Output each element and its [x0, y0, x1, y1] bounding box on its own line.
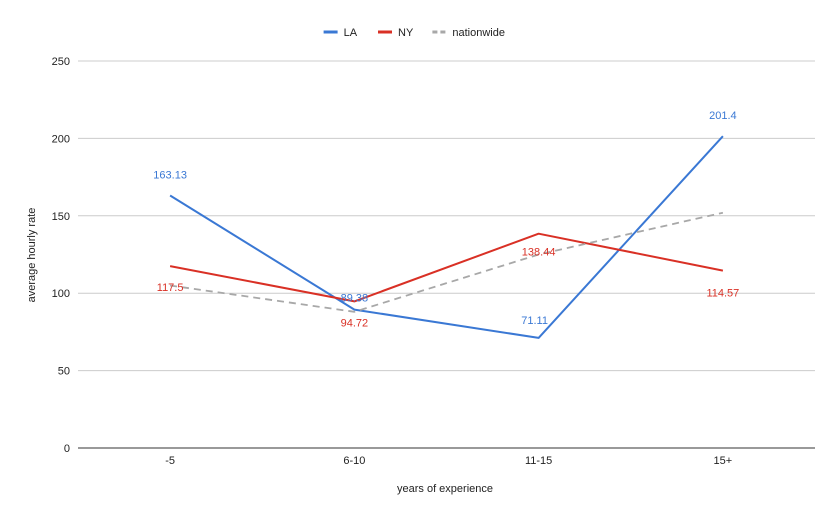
data-label-la: 89.38: [341, 293, 369, 305]
y-tick-label: 150: [52, 211, 70, 223]
data-label-ny: 138.44: [522, 247, 556, 259]
x-axis-label: years of experience: [397, 483, 493, 495]
x-tick-label: 15+: [714, 455, 733, 467]
series-lines: [169, 135, 724, 339]
x-tick-label: 6-10: [343, 455, 365, 467]
y-tick-label: 0: [64, 443, 70, 455]
legend-label: LA: [344, 27, 358, 39]
legend-item-ny: NY: [378, 27, 414, 39]
y-tick-label: 100: [52, 288, 70, 300]
y-axis-ticks: 0 50 100 150 200 250: [52, 56, 70, 455]
data-label-ny: 114.57: [706, 288, 739, 300]
x-axis-ticks: -5 6-10 11-15 15+: [165, 455, 732, 467]
series-line-la: [169, 135, 724, 339]
legend-label: nationwide: [452, 27, 505, 39]
legend-item-nationwide: nationwide: [432, 27, 505, 39]
y-axis-label: average hourly rate: [26, 208, 38, 303]
legend-label: NY: [398, 27, 414, 39]
x-tick-label: 11-15: [525, 455, 552, 467]
legend-item-la: LA: [323, 27, 358, 39]
series-line-ny: [169, 232, 724, 303]
data-label-la: 201.4: [709, 110, 737, 122]
data-label-ny: 117.5: [157, 282, 184, 294]
data-label-la: 71.11: [521, 315, 548, 327]
legend: LA NY nationwide: [323, 27, 505, 39]
y-tick-label: 50: [58, 366, 70, 378]
data-label-ny: 94.72: [341, 317, 369, 329]
data-labels: 163.13 89.38 71.11 201.4 117.5 94.72 138.44 114…: [153, 110, 739, 329]
x-tick-label: -5: [165, 455, 175, 467]
y-tick-label: 250: [52, 56, 70, 68]
series-line-nationwide: [169, 211, 724, 313]
y-tick-label: 200: [52, 133, 70, 145]
gridlines: [78, 60, 815, 449]
data-label-la: 163.13: [153, 169, 187, 181]
